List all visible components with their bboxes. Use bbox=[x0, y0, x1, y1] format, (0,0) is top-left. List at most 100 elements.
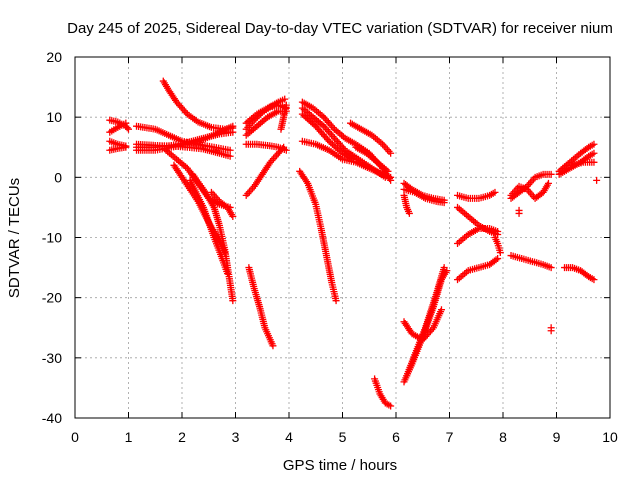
data-point bbox=[491, 188, 499, 196]
track-segment bbox=[242, 95, 289, 127]
x-tick-label: 5 bbox=[339, 429, 347, 445]
data-point bbox=[492, 256, 500, 264]
track-segment bbox=[593, 176, 601, 184]
data-point bbox=[229, 212, 237, 220]
track-segment bbox=[371, 375, 395, 410]
data-point bbox=[269, 342, 277, 350]
track-segment bbox=[400, 306, 445, 344]
data-point bbox=[226, 146, 234, 154]
x-tick-label: 7 bbox=[446, 429, 454, 445]
data-point bbox=[302, 113, 310, 121]
y-tick-label: -30 bbox=[42, 350, 62, 366]
data-point bbox=[593, 176, 601, 184]
data-point bbox=[335, 146, 343, 154]
data-point bbox=[282, 101, 290, 109]
data-point bbox=[223, 270, 231, 278]
data-point bbox=[307, 118, 315, 126]
data-point bbox=[590, 149, 598, 157]
track-segment bbox=[298, 110, 357, 163]
y-axis-label: SDTVAR / TECUs bbox=[6, 178, 23, 298]
track-segment bbox=[298, 137, 395, 181]
x-axis-label: GPS time / hours bbox=[283, 457, 397, 474]
x-tick-label: 3 bbox=[232, 429, 240, 445]
x-tick-label: 6 bbox=[392, 429, 400, 445]
data-point bbox=[440, 199, 448, 207]
data-point bbox=[440, 264, 448, 272]
track-segment bbox=[106, 119, 130, 136]
data-point bbox=[494, 255, 502, 263]
track-segment bbox=[569, 158, 598, 169]
data-point bbox=[282, 146, 290, 154]
data-point bbox=[547, 170, 555, 178]
data-point bbox=[496, 249, 504, 257]
track-segment bbox=[159, 77, 237, 133]
data-point bbox=[226, 152, 234, 160]
track-segment bbox=[277, 101, 290, 133]
data-point bbox=[300, 112, 308, 120]
x-tick-label: 0 bbox=[71, 429, 79, 445]
data-point bbox=[590, 158, 598, 166]
y-tick-label: 10 bbox=[46, 109, 62, 125]
y-tick-label: -10 bbox=[42, 230, 62, 246]
track-segment bbox=[400, 191, 413, 217]
track-segment bbox=[403, 264, 448, 380]
data-point bbox=[324, 136, 332, 144]
data-point bbox=[122, 119, 130, 127]
track-segment bbox=[186, 176, 231, 278]
x-tick-label: 9 bbox=[553, 429, 561, 445]
track-segment bbox=[106, 143, 130, 154]
x-tick-label: 1 bbox=[125, 429, 133, 445]
data-point bbox=[387, 149, 395, 157]
track-segment bbox=[296, 167, 340, 305]
track-segment bbox=[207, 188, 237, 220]
axis-ticks: 0 1 2 3 4 5 6 7 8 9 10 -40 -30 -20 -10 0 10 20 bbox=[42, 49, 618, 445]
x-tick-label: 10 bbox=[602, 429, 618, 445]
data-point bbox=[308, 119, 316, 127]
data-points bbox=[106, 77, 601, 410]
data-point bbox=[229, 297, 237, 305]
x-tick-label: 8 bbox=[499, 429, 507, 445]
x-tick-label: 2 bbox=[178, 429, 186, 445]
chart-title: Day 245 of 2025, Sidereal Day-to-day VTE… bbox=[67, 20, 613, 37]
data-point bbox=[327, 139, 335, 147]
data-point bbox=[122, 143, 130, 151]
data-point bbox=[494, 227, 502, 235]
track-segment bbox=[555, 140, 598, 175]
data-point bbox=[229, 124, 237, 132]
data-point bbox=[590, 276, 598, 284]
track-segment bbox=[170, 161, 229, 257]
data-point bbox=[305, 116, 313, 124]
data-point bbox=[298, 110, 306, 118]
track-segment bbox=[245, 264, 277, 350]
track-segment bbox=[507, 252, 555, 272]
data-point bbox=[333, 145, 341, 153]
x-tick-label: 4 bbox=[285, 429, 293, 445]
track-segment bbox=[454, 224, 502, 248]
data-point bbox=[515, 209, 523, 217]
data-point bbox=[325, 137, 333, 145]
track-segment bbox=[400, 185, 448, 207]
data-point bbox=[332, 143, 340, 151]
data-point bbox=[547, 264, 555, 272]
data-point bbox=[303, 115, 311, 123]
track-segment bbox=[242, 107, 290, 139]
data-point bbox=[544, 179, 552, 187]
track-segment bbox=[561, 264, 598, 284]
data-point bbox=[437, 306, 445, 314]
data-point bbox=[123, 124, 131, 132]
data-point bbox=[384, 167, 392, 175]
y-tick-label: 20 bbox=[46, 49, 62, 65]
data-point bbox=[330, 142, 338, 150]
track-segment bbox=[454, 188, 499, 202]
track-segment bbox=[242, 140, 290, 154]
data-point bbox=[125, 125, 132, 133]
data-point bbox=[387, 173, 395, 181]
track-segment bbox=[515, 206, 523, 217]
grid bbox=[75, 57, 610, 418]
data-point bbox=[349, 155, 357, 163]
data-point bbox=[328, 140, 336, 148]
data-point bbox=[405, 209, 413, 217]
data-point bbox=[387, 402, 395, 410]
track-segment bbox=[491, 234, 504, 257]
